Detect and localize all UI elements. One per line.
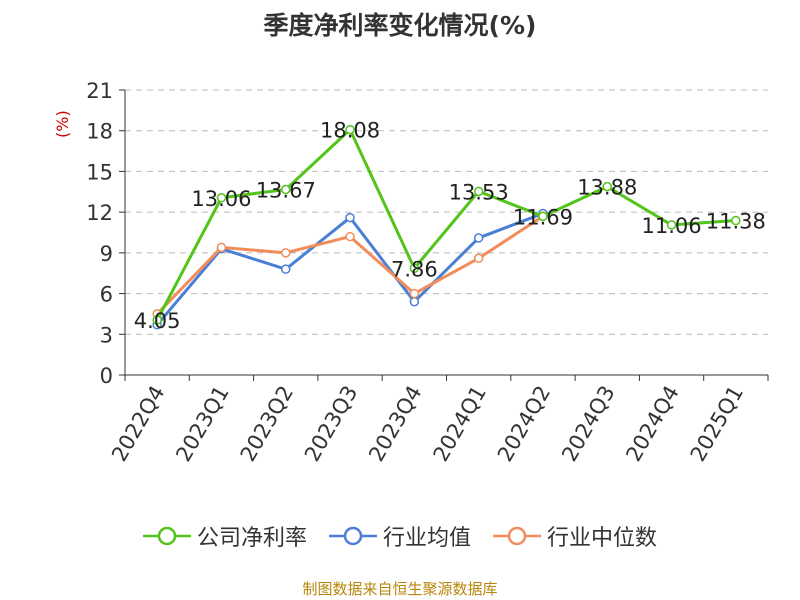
data-label: 13.88 <box>577 176 637 200</box>
x-tick-label: 2024Q3 <box>557 382 619 466</box>
data-point <box>281 248 291 258</box>
series-line <box>155 128 736 321</box>
data-label: 11.06 <box>641 214 701 238</box>
data-label: 4.05 <box>134 309 181 333</box>
x-tick-label: 2023Q3 <box>300 382 362 466</box>
legend-circle <box>507 526 527 546</box>
data-label: 13.67 <box>256 178 316 202</box>
legend-marker-icon <box>493 526 541 546</box>
y-tick-label: 0 <box>100 364 113 388</box>
data-point <box>152 315 162 325</box>
legend-circle <box>157 526 177 546</box>
data-point <box>216 242 227 253</box>
legend-marker-icon <box>142 526 191 546</box>
data-label: 13.53 <box>449 180 509 204</box>
data-point <box>216 193 227 203</box>
x-tick-label: 2023Q1 <box>171 382 233 466</box>
legend-label: 公司净利率 <box>196 526 307 551</box>
legend-label: 行业均值 <box>382 526 471 551</box>
x-tick-label: 2024Q4 <box>621 382 683 466</box>
x-tick-label: 2024Q1 <box>429 382 491 466</box>
y-tick-label: 12 <box>86 201 113 225</box>
data-point <box>345 231 355 242</box>
y-tick-label: 3 <box>100 323 113 347</box>
y-tick-label: 18 <box>86 120 113 144</box>
x-tick-label: 2025Q1 <box>686 382 748 466</box>
chart-title: 季度净利率变化情况(%) <box>263 11 537 40</box>
y-tick-label: 9 <box>100 242 113 266</box>
legend-item[interactable]: 行业中位数 <box>493 520 657 552</box>
data-point <box>345 212 355 223</box>
x-tick-label: 2022Q4 <box>107 382 169 466</box>
data-point <box>281 184 291 195</box>
legend-circle <box>343 526 363 546</box>
legend: 公司净利率 行业均值 行业中位数 <box>0 520 800 552</box>
data-point <box>731 215 741 226</box>
data-label: 11.69 <box>513 205 573 229</box>
data-label: 18.08 <box>320 119 380 143</box>
data-point <box>602 181 612 192</box>
series-line <box>156 214 544 315</box>
series-line <box>156 212 544 326</box>
data-label: 11.38 <box>706 210 766 234</box>
data-point <box>473 233 484 243</box>
x-tick-label: 2024Q2 <box>493 382 555 466</box>
data-point <box>345 124 355 135</box>
legend-marker-icon <box>328 526 377 546</box>
data-label: 13.06 <box>191 187 251 211</box>
data-point <box>409 263 420 274</box>
data-point <box>409 288 420 299</box>
legend-label: 行业中位数 <box>547 526 658 551</box>
y-tick-label: 21 <box>86 79 113 103</box>
legend-item[interactable]: 行业均值 <box>328 520 471 552</box>
data-point <box>281 264 291 274</box>
x-tick-label: 2023Q2 <box>236 382 298 466</box>
y-tick-label: 15 <box>86 160 113 184</box>
x-tick-label: 2023Q4 <box>364 382 426 466</box>
data-point <box>666 220 677 230</box>
data-label: 7.86 <box>391 257 438 281</box>
legend-item[interactable]: 公司净利率 <box>142 520 307 552</box>
data-point <box>473 253 484 264</box>
data-point <box>538 211 548 222</box>
source-note: 制图数据来自恒生聚源数据库 <box>302 580 498 598</box>
data-point <box>473 186 484 197</box>
data-point <box>409 296 420 307</box>
y-tick-label: 6 <box>100 283 113 307</box>
